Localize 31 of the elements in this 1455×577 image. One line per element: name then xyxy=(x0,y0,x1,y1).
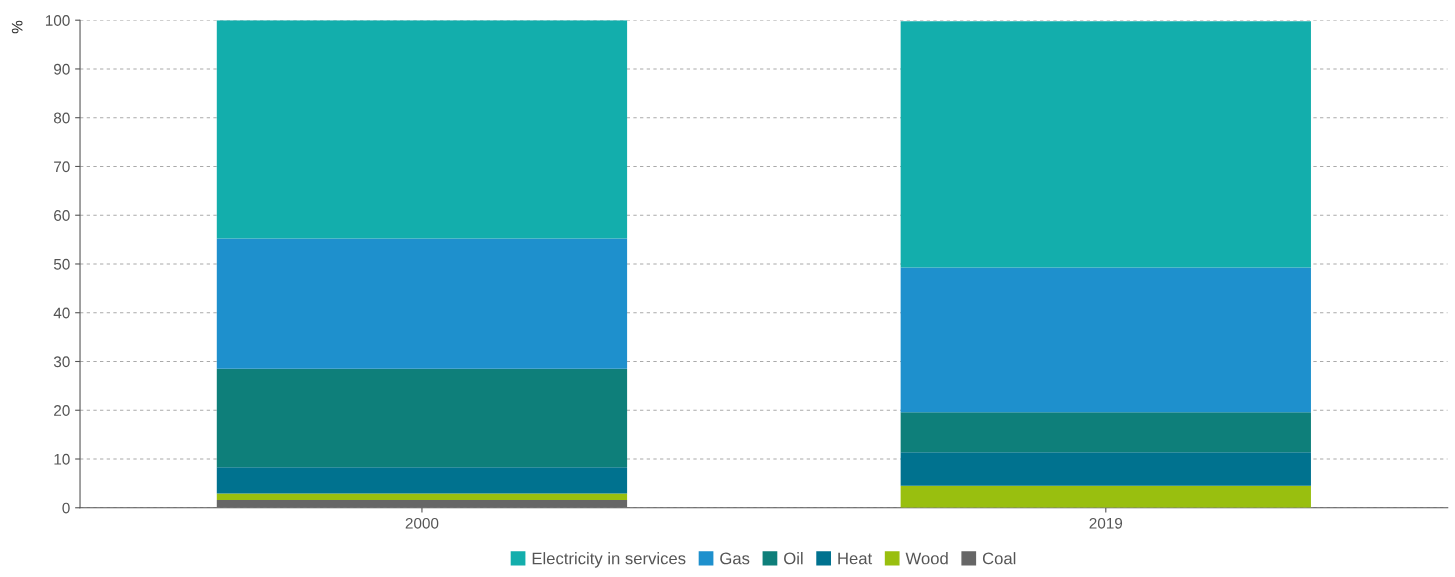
y-tick-label: 80 xyxy=(53,112,70,124)
legend-label: Coal xyxy=(982,552,1016,565)
y-tick-label: 30 xyxy=(53,356,70,368)
bar xyxy=(900,485,1311,508)
y-axis-title: % xyxy=(11,20,23,34)
y-tick-label: 100 xyxy=(45,15,70,26)
legend-label: Wood xyxy=(905,552,948,565)
bar xyxy=(900,21,1311,268)
bar xyxy=(216,20,628,239)
bar xyxy=(216,238,628,369)
bar xyxy=(216,467,628,494)
y-tick-label: 40 xyxy=(53,307,70,319)
legend-label: Electricity in services xyxy=(532,552,686,568)
x-tick-label: 2000 xyxy=(405,517,439,529)
y-tick-label: 90 xyxy=(54,63,70,75)
y-tick-label: 50 xyxy=(53,258,70,270)
y-tick-label: 60 xyxy=(54,210,70,221)
legend-label: Heat xyxy=(838,552,873,565)
y-tick-label: 20 xyxy=(54,405,70,416)
bar xyxy=(216,368,628,468)
legend-label: Oil xyxy=(784,552,803,565)
bar xyxy=(900,412,1311,453)
y-tick-label: 70 xyxy=(54,161,70,173)
bar xyxy=(216,499,628,508)
bar xyxy=(900,452,1311,486)
y-tick-label: 0 xyxy=(62,502,70,514)
bar xyxy=(900,267,1311,413)
bar xyxy=(216,493,628,500)
y-tick-label: 10 xyxy=(54,453,70,465)
legend-label: Gas xyxy=(720,552,750,565)
x-tick-label: 2019 xyxy=(1089,517,1123,529)
